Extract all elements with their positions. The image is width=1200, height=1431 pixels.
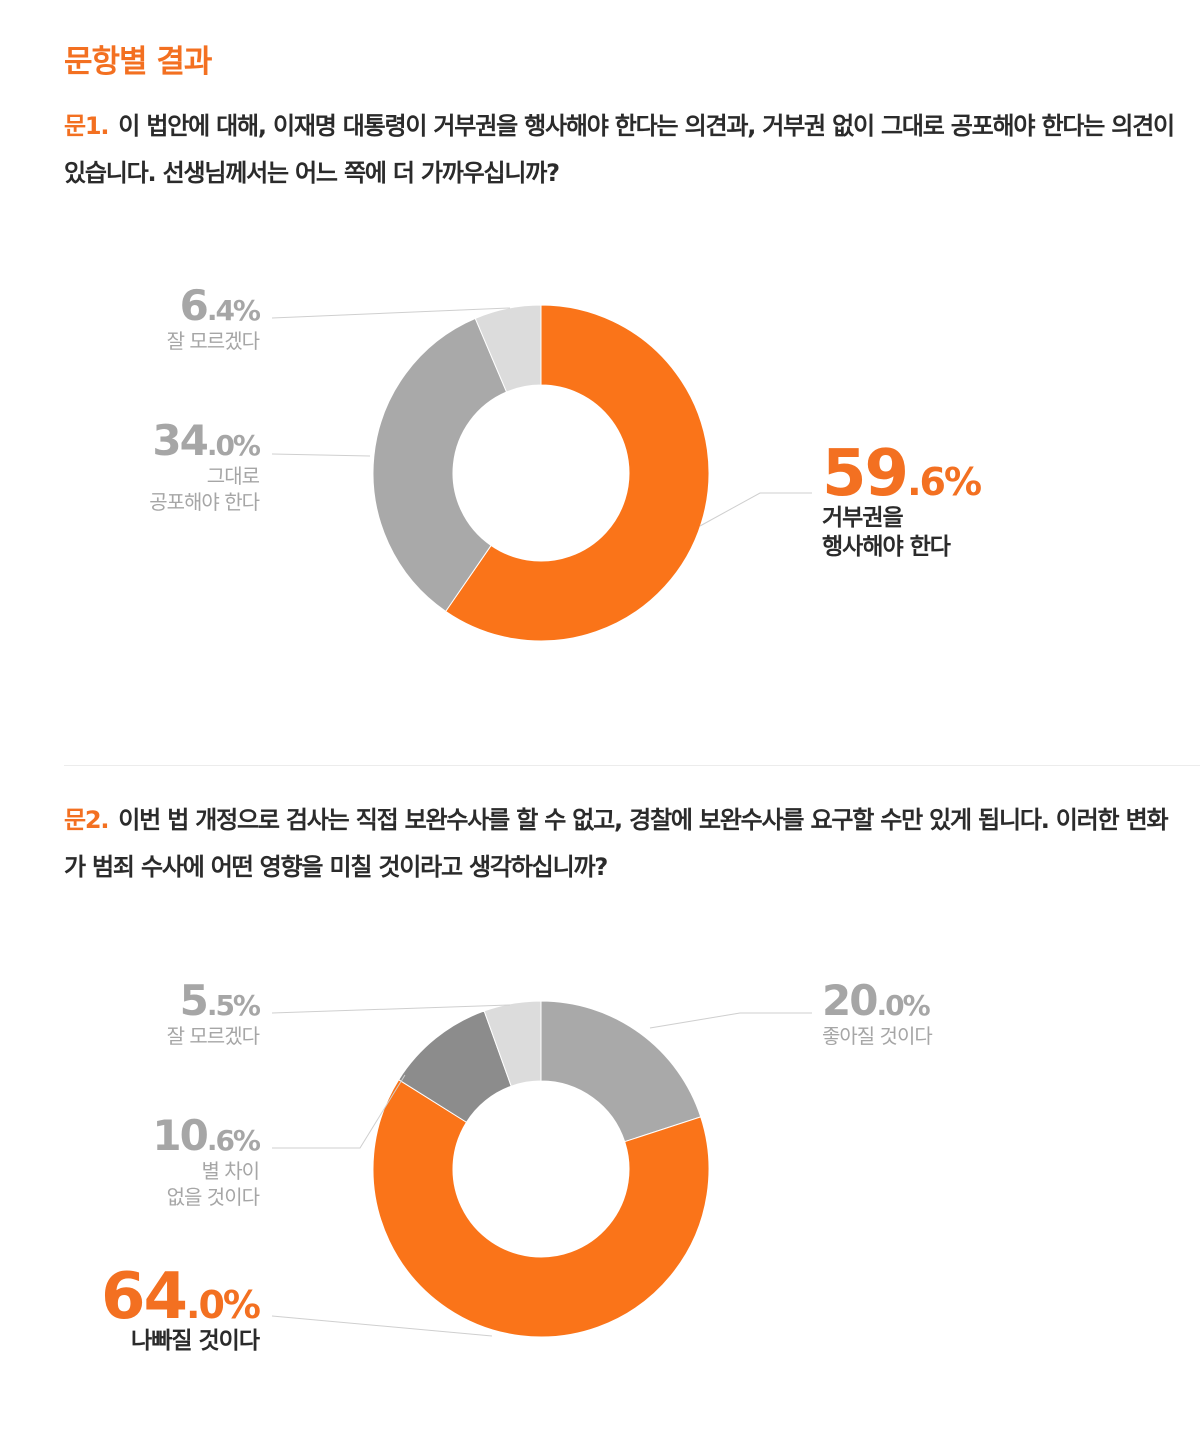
chart2-category-label-1: 좋아질 것이다 — [822, 1024, 932, 1048]
question-1: 문1. 이 법안에 대해, 이재명 대통령이 거부권을 행사해야 한다는 의견과,… — [64, 103, 1175, 197]
chart1-category-label-2: 공포해야 한다 — [149, 490, 259, 514]
chart1-slice-3 — [474, 304, 542, 393]
chart1-slice-2 — [372, 317, 508, 613]
chart1-leader-line-3 — [271, 307, 511, 319]
chart2-leader-line-4 — [271, 1004, 511, 1014]
chart1-value-label-2: 34.0% — [152, 416, 261, 465]
section-title: 문항별 결과 — [64, 44, 212, 80]
chart2-leader-line-2 — [271, 1315, 493, 1337]
chart2-slice-1 — [540, 1000, 702, 1143]
chart2-value-label-3: 10.6% — [152, 1111, 261, 1160]
chart2-value-label-1: 20.0% — [822, 976, 931, 1025]
chart1-slice-1 — [445, 304, 710, 642]
chart2-value-label-4: 5.5% — [180, 976, 261, 1025]
question-2-number: 문2. — [64, 806, 110, 834]
chart2-value-label-2: 64.0% — [101, 1260, 260, 1334]
section-divider — [64, 765, 1200, 766]
chart2-slice-4 — [483, 1000, 542, 1087]
chart1-leader-line-1 — [699, 492, 812, 527]
chart1-category-label-2: 그대로 — [207, 464, 260, 488]
chart2-category-label-4: 잘 모르겠다 — [167, 1024, 260, 1048]
question-1-number: 문1. — [64, 112, 110, 140]
question-2-text: 이번 법 개정으로 검사는 직접 보완수사를 할 수 없고, 경찰에 보완수사를… — [64, 806, 1169, 881]
chart2-category-label-3: 별 차이 — [201, 1159, 259, 1183]
chart1-category-label-1: 거부권을 — [822, 505, 903, 531]
question-2: 문2. 이번 법 개정으로 검사는 직접 보완수사를 할 수 없고, 경찰에 보완… — [64, 797, 1174, 891]
chart1-leader-line-2 — [271, 453, 371, 457]
chart2-slice-2 — [372, 1079, 710, 1338]
question-1-text: 이 법안에 대해, 이재명 대통령이 거부권을 행사해야 한다는 의견과, 거부… — [64, 112, 1175, 187]
chart1-category-label-1: 행사해야 한다 — [822, 534, 951, 560]
chart1-value-label-3: 6.4% — [180, 281, 261, 330]
chart2-leader-line-3 — [272, 1074, 406, 1149]
chart2-category-label-3: 없을 것이다 — [167, 1185, 260, 1209]
chart2-leader-line-1 — [649, 1012, 812, 1029]
chart1-value-label-1: 59.6% — [822, 437, 981, 511]
chart2-category-label-2: 나빠질 것이다 — [131, 1328, 260, 1354]
chart1-category-label-3: 잘 모르겠다 — [167, 329, 260, 353]
